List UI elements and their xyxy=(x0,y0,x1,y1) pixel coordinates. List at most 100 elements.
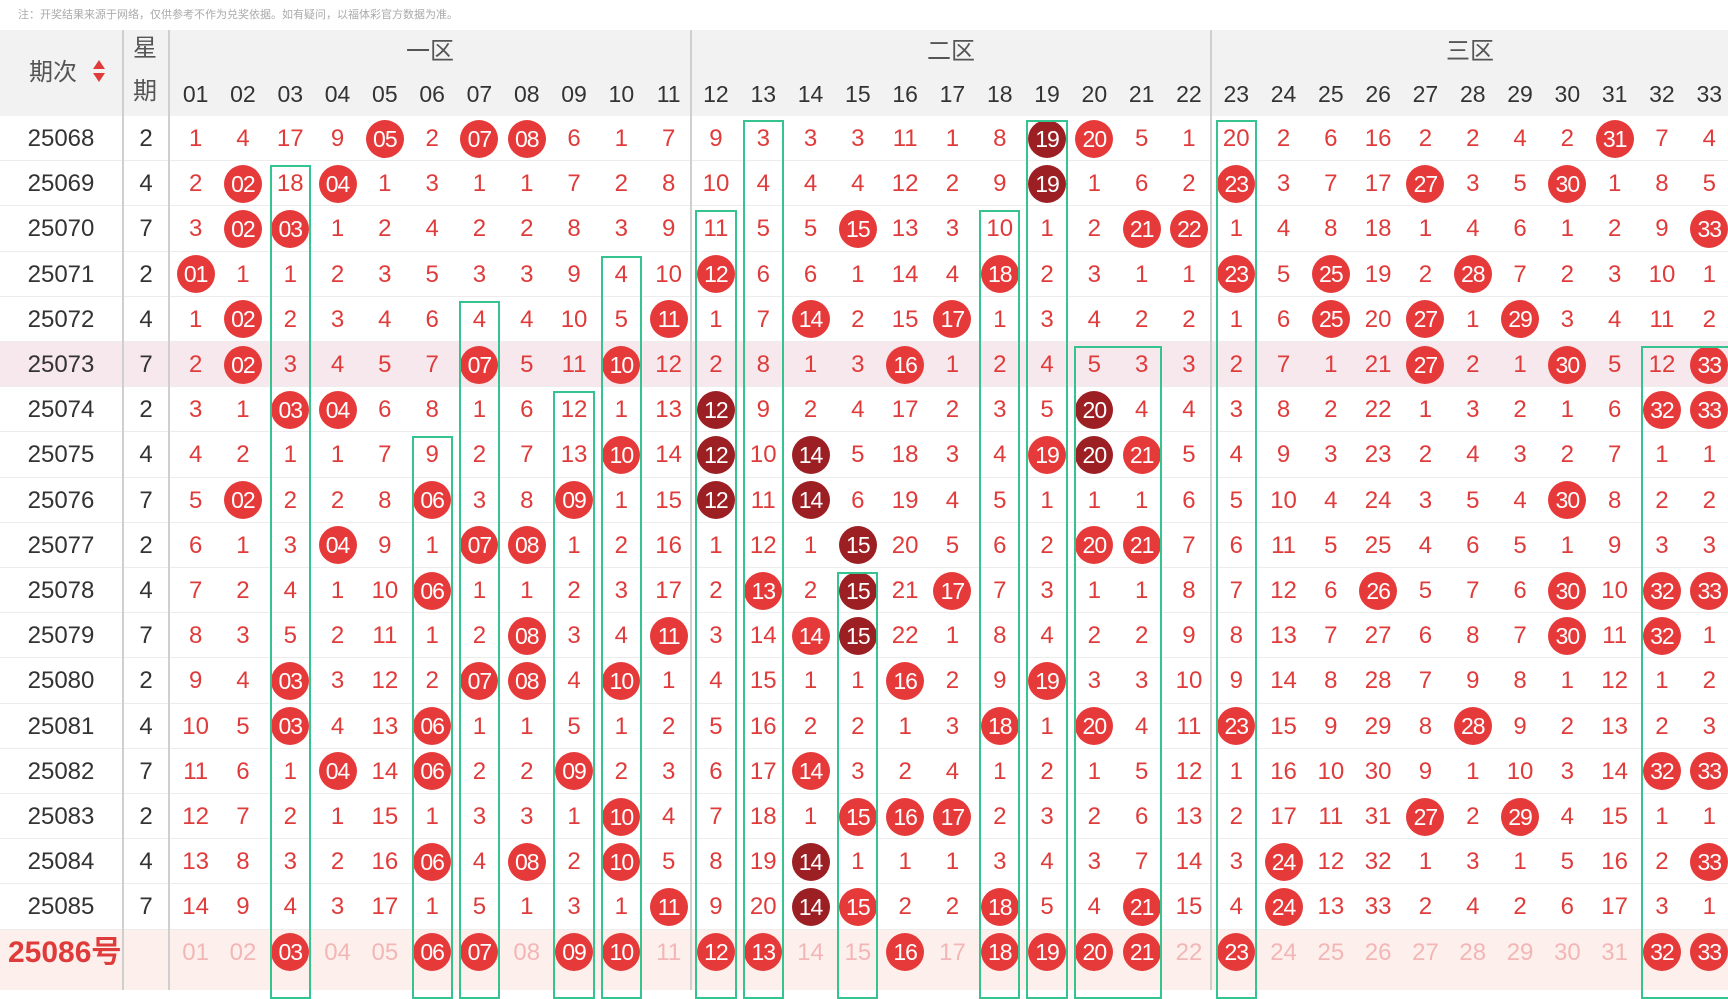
omission-value: 1 xyxy=(1655,667,1669,695)
candidate-number-31[interactable]: 31 xyxy=(1601,938,1628,966)
omission-value: 7 xyxy=(378,441,392,469)
selected-ball-07[interactable]: 07 xyxy=(460,933,499,972)
omission-value: 1 xyxy=(898,848,912,876)
candidate-number-15[interactable]: 15 xyxy=(844,938,872,966)
omission-value: 8 xyxy=(1418,712,1433,740)
candidate-number-02[interactable]: 02 xyxy=(229,938,257,966)
sort-arrows-icon[interactable] xyxy=(93,60,105,84)
omission-value: 1 xyxy=(1418,848,1433,876)
omission-value: 2 xyxy=(1276,125,1291,152)
week-header-top: 星 xyxy=(133,35,157,62)
omission-value: 2 xyxy=(567,848,581,876)
omission-value: 2 xyxy=(1087,622,1102,650)
candidate-number-01[interactable]: 01 xyxy=(182,938,209,966)
row-divider xyxy=(0,702,1728,704)
drawn-ball-10: 10 xyxy=(602,436,641,474)
candidate-number-11[interactable]: 11 xyxy=(656,938,682,966)
omission-value: 10 xyxy=(371,577,399,604)
omission-value: 1 xyxy=(1182,260,1196,288)
omission-value: 2 xyxy=(330,622,345,650)
omission-value: 1 xyxy=(803,351,818,378)
omission-value: 4 xyxy=(1466,441,1480,469)
selected-ball-03[interactable]: 03 xyxy=(271,933,310,972)
selected-ball-13[interactable]: 13 xyxy=(744,933,783,972)
column-header-29: 29 xyxy=(1507,81,1533,107)
drawn-ball-14: 14 xyxy=(791,300,830,339)
candidate-number-30[interactable]: 30 xyxy=(1553,938,1581,966)
selected-ball-33[interactable]: 33 xyxy=(1690,933,1728,972)
omission-value: 13 xyxy=(1270,622,1297,650)
omission-value: 3 xyxy=(1040,577,1054,604)
omission-value: 2 xyxy=(803,396,818,424)
candidate-number-04[interactable]: 04 xyxy=(324,938,351,966)
selected-ball-23[interactable]: 23 xyxy=(1217,933,1256,972)
omission-value: 3 xyxy=(1276,170,1291,198)
omission-value: 7 xyxy=(1513,260,1527,288)
candidate-number-28[interactable]: 28 xyxy=(1459,938,1487,966)
omission-value: 17 xyxy=(891,396,919,424)
omission-value: 4 xyxy=(520,305,534,333)
omission-value: 1 xyxy=(1702,622,1716,650)
candidate-number-22[interactable]: 22 xyxy=(1175,938,1203,966)
candidate-number-24[interactable]: 24 xyxy=(1270,938,1297,966)
drawn-ball-27: 27 xyxy=(1406,345,1445,384)
candidate-number-08[interactable]: 08 xyxy=(513,938,541,966)
selected-ball-16[interactable]: 16 xyxy=(886,933,925,972)
omission-value: 11 xyxy=(372,622,398,650)
issue-number: 25085 xyxy=(27,893,95,921)
candidate-number-26[interactable]: 26 xyxy=(1364,938,1392,966)
selected-ball-06[interactable]: 06 xyxy=(413,933,452,972)
omission-value: 9 xyxy=(378,531,392,559)
omission-value: 10 xyxy=(1270,486,1297,514)
candidate-number-05[interactable]: 05 xyxy=(371,938,399,966)
omission-value: 9 xyxy=(425,441,439,469)
candidate-number-29[interactable]: 29 xyxy=(1506,938,1534,966)
selected-ball-20[interactable]: 20 xyxy=(1075,933,1114,972)
omission-value: 1 xyxy=(1229,305,1243,333)
omission-value: 1 xyxy=(993,757,1007,785)
selected-ball-19[interactable]: 19 xyxy=(1028,933,1067,972)
omission-value: 29 xyxy=(1364,712,1392,740)
omission-value: 21 xyxy=(1364,351,1392,378)
drawn-ball-14: 14 xyxy=(791,616,830,655)
omission-value: 12 xyxy=(1648,351,1676,378)
omission-value: 3 xyxy=(851,351,865,378)
omission-value: 10 xyxy=(986,215,1014,243)
weekday-value: 2 xyxy=(139,125,153,152)
selected-ball-10[interactable]: 10 xyxy=(602,933,641,972)
selected-ball-21[interactable]: 21 xyxy=(1122,933,1161,972)
drawn-ball-15: 15 xyxy=(838,526,877,565)
selected-ball-18[interactable]: 18 xyxy=(980,933,1019,972)
row-divider xyxy=(0,612,1728,614)
omission-value: 10 xyxy=(655,260,682,288)
zone-separator-2 xyxy=(1210,30,1212,990)
omission-value: 8 xyxy=(1655,170,1669,198)
issue-header[interactable]: 期次 xyxy=(0,48,122,98)
drawn-ball-20: 20 xyxy=(1075,119,1114,158)
omission-value: 5 xyxy=(378,351,392,378)
candidate-number-17[interactable]: 17 xyxy=(939,938,966,966)
candidate-number-27[interactable]: 27 xyxy=(1412,938,1439,966)
row-divider xyxy=(0,928,1728,930)
omission-value: 2 xyxy=(945,893,960,921)
omission-value: 21 xyxy=(891,577,919,604)
column-header-11: 11 xyxy=(656,81,681,107)
omission-value: 1 xyxy=(614,486,629,514)
drawn-ball-10: 10 xyxy=(602,842,641,881)
candidate-number-14[interactable]: 14 xyxy=(797,938,824,966)
column-header-10: 10 xyxy=(608,81,635,107)
omission-value: 3 xyxy=(614,577,629,604)
drawn-ball-13: 13 xyxy=(744,571,783,610)
candidate-number-25[interactable]: 25 xyxy=(1317,938,1345,966)
selected-ball-12[interactable]: 12 xyxy=(696,933,735,972)
omission-value: 9 xyxy=(1607,531,1622,559)
weekday-value: 7 xyxy=(139,622,153,650)
omission-value: 3 xyxy=(1418,486,1433,514)
week-column-separator xyxy=(168,30,170,990)
drawn-ball-06: 06 xyxy=(413,842,452,881)
selected-ball-32[interactable]: 32 xyxy=(1642,933,1681,972)
column-header-22: 22 xyxy=(1176,81,1202,107)
issue-number: 25068 xyxy=(27,125,95,152)
selected-ball-09[interactable]: 09 xyxy=(555,933,594,972)
omission-value: 7 xyxy=(425,351,439,378)
